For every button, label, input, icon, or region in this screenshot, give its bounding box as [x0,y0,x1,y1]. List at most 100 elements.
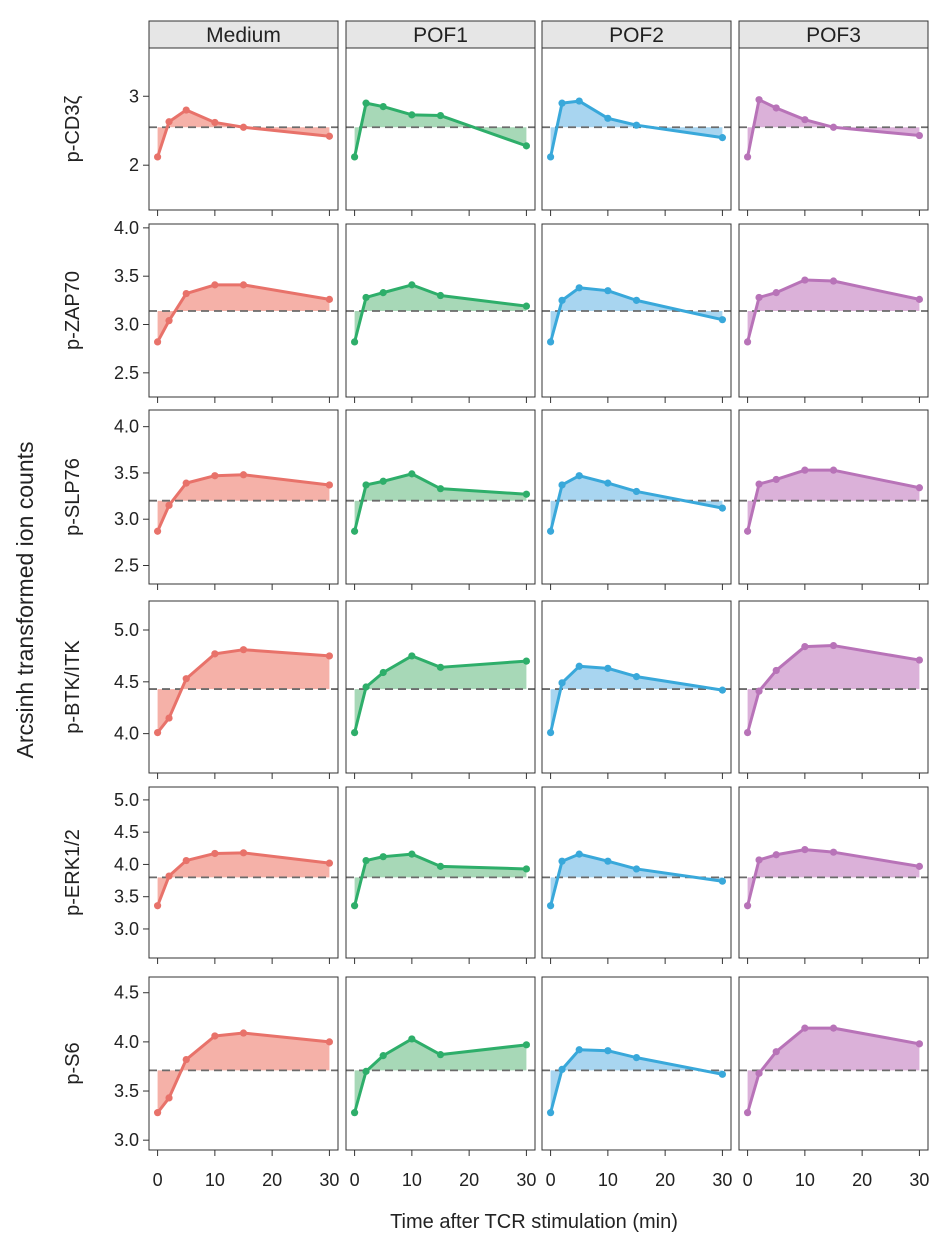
x-tick-label: 10 [402,1170,422,1190]
point-p-s6-medium [211,1032,219,1040]
point-p-slp76-pof2 [604,479,612,487]
line-p-cd3--pof1 [353,101,527,158]
point-p-s6-pof2 [558,1065,566,1073]
panel-border [738,786,929,959]
area-p-s6-pof2 [550,1049,723,1113]
y-tick-label: 3 [129,86,139,106]
point-p-s6-medium [182,1055,190,1064]
row-label-p-s6: p-S6 [62,1042,84,1084]
panel-border [148,223,339,398]
strip-label: Medium [206,24,281,47]
point-p-zap70-medium [153,338,162,346]
point-p-btk-itk-pof1 [436,663,445,671]
area-p-s6-medium [157,1033,330,1113]
y-tick-label: 4.0 [114,854,139,874]
x-tick-label: 10 [598,1170,618,1190]
point-p-erk1-2-pof2 [632,865,641,873]
point-p-btk-itk-pof2 [575,662,583,670]
point-p-btk-itk-medium [325,652,334,660]
point-p-btk-itk-medium [182,675,190,683]
point-p-btk-itk-pof2 [558,679,566,687]
y-tick-label: 5.0 [114,790,139,810]
y-tick-label: 3.0 [114,315,139,335]
point-p-erk1-2-medium [239,849,248,857]
x-tick-label: 30 [319,1170,339,1190]
panel-border [738,600,929,774]
point-p-s6-pof3 [915,1040,924,1048]
point-p-erk1-2-pof3 [915,862,924,870]
point-p-btk-itk-medium [211,650,219,658]
point-p-cd3--pof3 [755,96,763,104]
area-p-erk1-2-pof1 [354,854,527,906]
point-p-btk-itk-medium [153,728,162,737]
point-p-slp76-pof3 [743,527,752,535]
y-tick-label: 4.0 [114,218,139,238]
point-p-erk1-2-pof1 [350,902,359,910]
point-p-slp76-medium [165,501,173,509]
area-p-slp76-pof2 [550,475,723,532]
panel-border [148,600,339,774]
point-p-btk-itk-pof1 [408,652,416,660]
point-p-slp76-pof1 [350,527,359,535]
panel-border [541,976,732,1151]
point-p-erk1-2-pof3 [743,902,752,910]
point-p-erk1-2-pof3 [772,851,780,859]
point-p-cd3--pof2 [546,153,555,161]
panel-border [345,409,536,585]
point-p-zap70-pof3 [829,277,838,285]
row-label-p-slp76: p-SLP76 [62,458,84,536]
point-p-cd3--medium [211,118,219,127]
line-p-erk1-2-pof2 [549,852,723,907]
y-tick-label: 3.5 [114,1081,139,1101]
point-p-zap70-pof3 [801,276,809,284]
x-tick-label: 20 [655,1170,675,1190]
y-tick-label: 4.5 [114,822,139,842]
point-p-slp76-pof1 [408,470,416,478]
area-p-slp76-pof3 [747,470,920,532]
area-p-zap70-pof2 [550,287,723,342]
point-p-zap70-pof2 [718,316,727,324]
panel-border [345,976,536,1151]
line-p-btk-itk-pof2 [549,664,723,733]
strip-label: POF3 [806,24,861,47]
point-p-slp76-pof3 [801,466,809,474]
point-p-zap70-pof1 [522,302,531,310]
point-p-s6-pof2 [604,1047,612,1055]
area-p-btk-itk-pof1 [354,655,527,733]
point-p-s6-medium [325,1038,334,1046]
panel-border [738,223,929,398]
point-p-s6-pof1 [436,1051,445,1059]
point-p-erk1-2-medium [165,872,173,880]
point-p-zap70-pof1 [350,338,359,346]
panel-border [345,786,536,959]
point-p-s6-pof3 [743,1109,752,1117]
point-p-slp76-pof3 [755,480,763,488]
panel-border [541,409,732,585]
point-p-cd3--pof3 [743,153,752,161]
point-p-slp76-pof2 [718,504,727,512]
point-p-zap70-pof1 [436,291,445,300]
point-p-cd3--medium [165,118,173,126]
y-tick-label: 4.5 [114,983,139,1003]
point-p-cd3--pof2 [718,134,727,142]
point-p-btk-itk-pof3 [772,666,780,675]
line-p-btk-itk-pof3 [746,644,920,733]
area-p-cd3--pof1 [354,103,527,157]
point-p-erk1-2-pof2 [558,857,566,865]
x-tick-label: 0 [743,1170,753,1190]
point-p-btk-itk-medium [165,714,173,722]
point-p-slp76-pof2 [546,527,555,535]
point-p-slp76-medium [239,471,248,479]
point-p-slp76-medium [153,527,162,535]
area-p-slp76-medium [157,474,330,532]
point-p-cd3--pof1 [379,102,387,111]
point-p-erk1-2-pof2 [575,850,583,858]
line-p-s6-pof2 [549,1048,723,1114]
point-p-btk-itk-pof1 [522,657,531,665]
area-p-cd3--pof2 [550,101,723,157]
point-p-s6-medium [239,1029,248,1037]
strip-label: POF1 [413,24,468,47]
line-p-cd3--medium [156,108,330,158]
panel-border [345,223,536,398]
